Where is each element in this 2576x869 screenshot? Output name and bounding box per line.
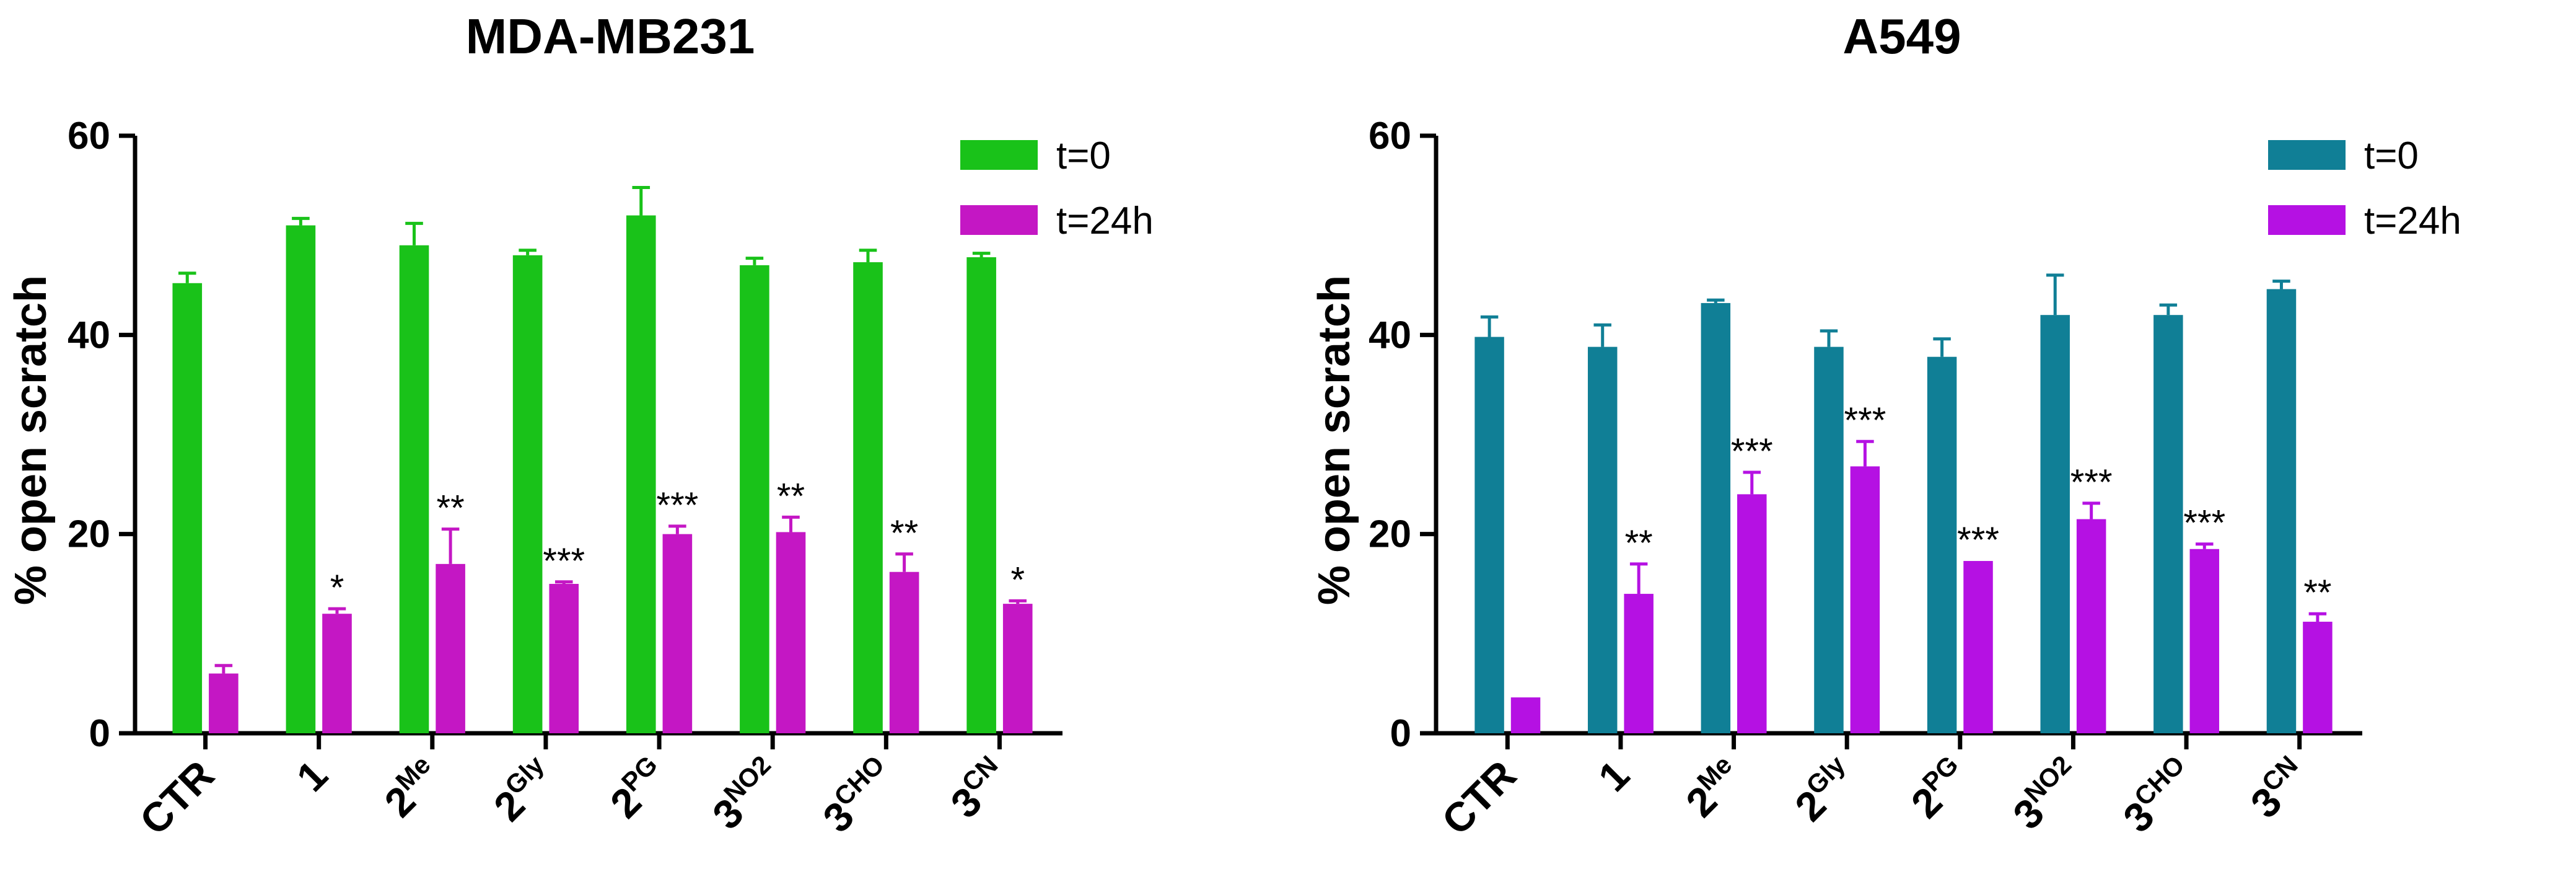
- y-tick-label: 0: [89, 712, 110, 755]
- x-tick-label: CTR: [131, 752, 222, 844]
- significance-label: *: [1010, 560, 1025, 600]
- bar-t24h: [2303, 622, 2333, 733]
- chart-panel-mda-mb231: MDA-MB231 % open scratch 0 20 40 60 CTR * 1 ** 2…: [6, 9, 1154, 844]
- significance-label: **: [890, 513, 918, 554]
- x-tick-label: 3CN: [2240, 750, 2317, 827]
- significance-label: ***: [543, 541, 585, 581]
- y-axis-label: % open scratch: [6, 275, 56, 605]
- bar-t0: [399, 245, 429, 733]
- x-tick-label: 3NO2: [702, 750, 790, 838]
- chart-title: MDA-MB231: [466, 9, 755, 64]
- bar-t0: [1587, 346, 1618, 733]
- bar-t0: [740, 265, 769, 733]
- y-axis-label: % open scratch: [1310, 275, 1359, 605]
- significance-label: **: [1625, 523, 1653, 563]
- bar-t0: [2153, 315, 2183, 733]
- bar-t0: [626, 215, 656, 733]
- bar-t0: [1474, 337, 1504, 733]
- x-tick-label: 1: [1590, 752, 1638, 800]
- bar-t0: [286, 225, 316, 734]
- significance-label: *: [330, 568, 344, 608]
- x-tick-label: 3CN: [940, 750, 1017, 827]
- legend-swatch: [2268, 205, 2346, 235]
- y-tick-label: 60: [68, 115, 110, 157]
- bar-t24h: [1963, 561, 1993, 733]
- legend-swatch: [960, 205, 1038, 235]
- legend-label: t=0: [2364, 135, 2419, 177]
- bar-t0: [512, 255, 543, 733]
- bar-t0: [2266, 289, 2297, 734]
- y-tick-label: 20: [1369, 513, 1411, 556]
- bar-t24h: [436, 563, 465, 733]
- x-tick-label: 2Me: [1675, 750, 1751, 826]
- significance-label: **: [777, 476, 805, 516]
- bar-t24h: [2076, 519, 2106, 733]
- y-tick-label: 40: [1369, 314, 1411, 356]
- bar-t24h: [662, 534, 693, 733]
- x-tick-label: CTR: [1433, 752, 1525, 844]
- significance-label: **: [2303, 573, 2331, 613]
- chart-title: A549: [1842, 9, 1961, 64]
- bar-t24h: [322, 614, 352, 733]
- significance-label: ***: [2070, 462, 2113, 503]
- significance-label: ***: [1957, 520, 1999, 560]
- y-tick-label: 60: [1369, 115, 1411, 157]
- significance-label: ***: [1731, 431, 1773, 472]
- x-tick-label: 2PG: [1901, 750, 1978, 827]
- x-tick-label: 2Me: [374, 750, 449, 826]
- y-tick-label: 0: [1390, 712, 1411, 755]
- bar-t24h: [2189, 549, 2220, 733]
- legend-swatch: [2268, 140, 2346, 170]
- chart-panel-a549: A549 % open scratch 0 20 40 60 CTR ** 1 *** 2Me *…: [1310, 9, 2461, 844]
- bar-t24h: [889, 571, 919, 733]
- bar-t24h: [209, 673, 239, 733]
- legend-label: t=0: [1056, 135, 1111, 177]
- bar-t24h: [1002, 604, 1033, 733]
- bar-t24h: [1737, 494, 1767, 733]
- x-tick-label: 1: [287, 752, 336, 800]
- x-tick-label: 2Gly: [1784, 749, 1864, 829]
- x-tick-label: 3CHO: [2113, 750, 2204, 841]
- significance-label: ***: [657, 485, 699, 526]
- y-tick-label: 40: [68, 314, 110, 356]
- legend-swatch: [960, 140, 1038, 170]
- bar-t24h: [549, 584, 579, 733]
- significance-label: ***: [1844, 400, 1886, 441]
- bar-t0: [2040, 315, 2070, 733]
- bar-t0: [1701, 302, 1731, 733]
- significance-label: ***: [2183, 503, 2225, 544]
- legend-label: t=24h: [1056, 200, 1154, 242]
- x-tick-label: 3CHO: [812, 750, 903, 841]
- bar-t0: [1814, 346, 1844, 733]
- x-tick-label: 2Gly: [483, 749, 563, 829]
- y-tick-label: 20: [68, 513, 110, 556]
- bar-t24h: [1850, 466, 1880, 733]
- bar-t24h: [1624, 594, 1654, 733]
- bar-t0: [966, 257, 996, 734]
- bar-t24h: [776, 532, 806, 733]
- bar-t0: [853, 262, 883, 734]
- significance-label: **: [437, 488, 465, 529]
- bar-t0: [172, 283, 203, 734]
- legend-label: t=24h: [2364, 200, 2461, 242]
- bar-t0: [1927, 356, 1957, 733]
- bar-t24h: [1510, 697, 1541, 733]
- x-tick-label: 3NO2: [2002, 750, 2090, 838]
- x-tick-label: 2PG: [600, 750, 677, 827]
